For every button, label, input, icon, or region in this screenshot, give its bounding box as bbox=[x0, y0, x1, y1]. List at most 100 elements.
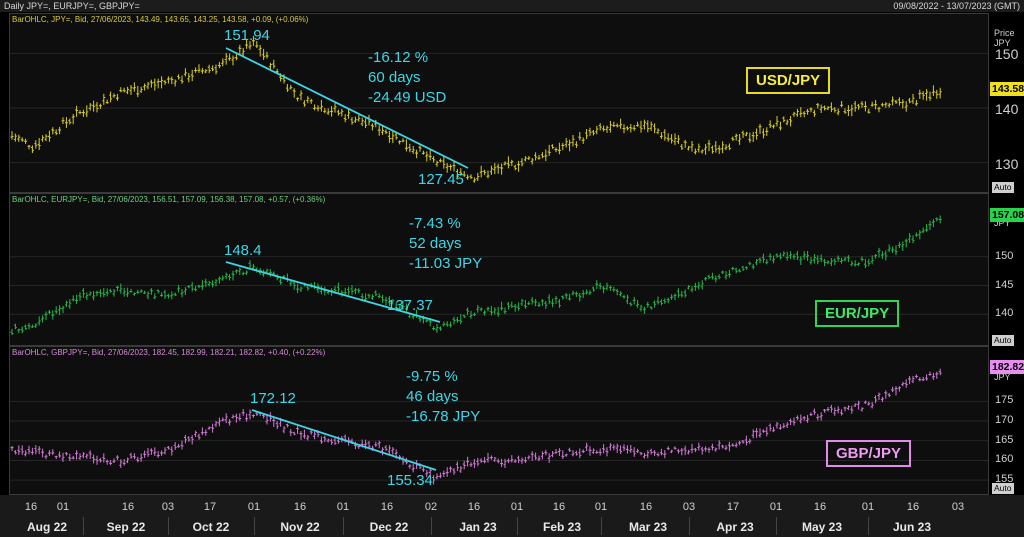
ohlc-bar-usdjpy bbox=[639, 120, 643, 133]
ohlc-bar-gbpjpy bbox=[704, 446, 708, 452]
ohlc-bar-eurjpy bbox=[37, 316, 41, 326]
ohlc-bar-gbpjpy bbox=[381, 447, 385, 456]
panel-gbpjpy[interactable]: BarOHLC, GBPJPY=, Bid, 27/06/2023, 182.4… bbox=[9, 346, 989, 495]
x-day-tick: 03 bbox=[951, 501, 965, 513]
ohlc-bar-usdjpy bbox=[744, 131, 748, 137]
ohlc-bar-usdjpy bbox=[602, 125, 606, 132]
ohlc-bar-usdjpy bbox=[149, 79, 153, 88]
ohlc-bar-eurjpy bbox=[102, 287, 106, 298]
x-month-label: Mar 23 bbox=[628, 520, 668, 534]
ohlc-bar-usdjpy bbox=[874, 100, 878, 110]
ohlc-bar-usdjpy bbox=[442, 156, 446, 169]
auto-scale-button-eurjpy[interactable]: Auto bbox=[992, 335, 1014, 346]
ohlc-bar-usdjpy bbox=[350, 116, 354, 125]
ohlc-bar-eurjpy bbox=[908, 233, 912, 243]
ohlc-bar-gbpjpy bbox=[228, 419, 232, 426]
ohlc-bar-usdjpy bbox=[904, 101, 908, 112]
ohlc-bar-usdjpy bbox=[778, 121, 782, 131]
ohlc-bar-usdjpy bbox=[625, 126, 629, 131]
auto-scale-button-gbpjpy[interactable]: Auto bbox=[992, 483, 1014, 494]
ohlc-bar-usdjpy bbox=[27, 145, 31, 150]
ohlc-bar-gbpjpy bbox=[809, 412, 813, 416]
ohlc-bar-gbpjpy bbox=[636, 448, 640, 454]
ohlc-bar-usdjpy bbox=[840, 100, 844, 108]
ohlc-bar-usdjpy bbox=[323, 108, 327, 114]
ohlc-bar-eurjpy bbox=[748, 261, 752, 266]
auto-scale-button-usdjpy[interactable]: Auto bbox=[992, 182, 1014, 193]
ohlc-bar-eurjpy bbox=[177, 284, 181, 293]
ohlc-bar-usdjpy bbox=[700, 149, 704, 154]
stats-days-gbpjpy: 46 days bbox=[406, 388, 459, 405]
ohlc-bar-gbpjpy bbox=[98, 458, 102, 463]
ohlc-bar-eurjpy bbox=[418, 316, 422, 323]
ohlc-bar-eurjpy bbox=[51, 310, 55, 320]
x-month-label: Aug 22 bbox=[26, 520, 68, 534]
ohlc-bar-usdjpy bbox=[884, 102, 888, 108]
ohlc-bar-gbpjpy bbox=[272, 417, 276, 427]
ohlc-bar-usdjpy bbox=[748, 132, 752, 143]
ohlc-bar-gbpjpy bbox=[54, 455, 58, 460]
ohlc-bar-usdjpy bbox=[245, 39, 249, 49]
y-tick-usdjpy: 150 bbox=[995, 46, 1019, 63]
ohlc-bar-usdjpy bbox=[357, 114, 361, 122]
ohlc-bar-usdjpy bbox=[527, 156, 531, 161]
panel-info-eurjpy: BarOHLC, EURJPY=, Bid, 27/06/2023, 156.5… bbox=[12, 195, 326, 204]
ohlc-bar-usdjpy bbox=[503, 161, 507, 166]
x-axis[interactable]: 16 01 16 03 17 01 16 01 16 02 16 01 16 01 16 03 17 01 16 01… bbox=[0, 495, 1024, 537]
ohlc-bar-usdjpy bbox=[129, 84, 133, 95]
ohlc-bar-usdjpy bbox=[819, 104, 823, 113]
ohlc-bar-eurjpy bbox=[41, 315, 45, 323]
ohlc-bar-eurjpy bbox=[690, 286, 694, 293]
ohlc-bar-gbpjpy bbox=[690, 443, 694, 454]
ohlc-bar-eurjpy bbox=[306, 285, 310, 291]
ohlc-bar-eurjpy bbox=[574, 291, 578, 297]
ohlc-bar-eurjpy bbox=[829, 258, 833, 267]
ohlc-bar-usdjpy bbox=[398, 140, 402, 145]
ohlc-bar-gbpjpy bbox=[387, 445, 391, 455]
ohlc-bar-gbpjpy bbox=[333, 438, 337, 446]
ohlc-bar-eurjpy bbox=[153, 293, 157, 300]
ohlc-bar-usdjpy bbox=[44, 134, 48, 142]
ohlc-bar-gbpjpy bbox=[282, 426, 286, 434]
ohlc-bar-usdjpy bbox=[180, 75, 184, 84]
ohlc-bar-eurjpy bbox=[68, 299, 72, 309]
ohlc-bar-gbpjpy bbox=[452, 468, 456, 475]
ohlc-bar-usdjpy bbox=[68, 118, 72, 125]
ohlc-bar-usdjpy bbox=[476, 172, 480, 181]
ohlc-bar-eurjpy bbox=[642, 306, 646, 314]
ohlc-bar-gbpjpy bbox=[221, 417, 225, 422]
ohlc-bar-usdjpy bbox=[98, 103, 102, 109]
ohlc-bar-gbpjpy bbox=[833, 407, 837, 416]
ohlc-bar-eurjpy bbox=[61, 305, 65, 314]
ohlc-bar-eurjpy bbox=[877, 247, 881, 258]
ohlc-bar-gbpjpy bbox=[163, 447, 167, 455]
ohlc-bar-eurjpy bbox=[547, 294, 551, 305]
price-axis-usdjpy[interactable] bbox=[989, 13, 1024, 193]
ohlc-bar-eurjpy bbox=[863, 258, 867, 269]
ohlc-bar-usdjpy bbox=[670, 134, 674, 144]
ohlc-bar-usdjpy bbox=[710, 145, 714, 154]
ohlc-bar-gbpjpy bbox=[207, 426, 211, 430]
ohlc-bar-usdjpy bbox=[792, 111, 796, 117]
ohlc-bar-eurjpy bbox=[578, 292, 582, 302]
x-day-tick: 16 bbox=[380, 501, 394, 513]
panel-eurjpy[interactable]: BarOHLC, EURJPY=, Bid, 27/06/2023, 156.5… bbox=[9, 193, 989, 346]
ohlc-bar-gbpjpy bbox=[850, 405, 854, 414]
ohlc-bar-usdjpy bbox=[761, 128, 765, 139]
ohlc-bar-eurjpy bbox=[846, 255, 850, 263]
ohlc-bar-gbpjpy bbox=[894, 386, 898, 396]
ohlc-bar-usdjpy bbox=[272, 59, 276, 69]
ohlc-bar-gbpjpy bbox=[870, 402, 874, 409]
stats-usdjpy: -16.12 % 60 days -24.49 USD bbox=[368, 48, 446, 108]
ohlc-bar-gbpjpy bbox=[904, 379, 908, 388]
ohlc-bar-usdjpy bbox=[64, 117, 68, 128]
ohlc-bar-usdjpy bbox=[877, 106, 881, 113]
ohlc-bar-usdjpy bbox=[588, 127, 592, 136]
ohlc-bar-eurjpy bbox=[336, 282, 340, 293]
ohlc-bar-usdjpy bbox=[296, 97, 300, 102]
ohlc-bar-usdjpy bbox=[646, 120, 650, 133]
ohlc-bar-usdjpy bbox=[707, 139, 711, 152]
ohlc-bar-usdjpy bbox=[306, 96, 310, 104]
ohlc-bar-eurjpy bbox=[75, 294, 79, 305]
ohlc-bar-usdjpy bbox=[75, 105, 79, 117]
